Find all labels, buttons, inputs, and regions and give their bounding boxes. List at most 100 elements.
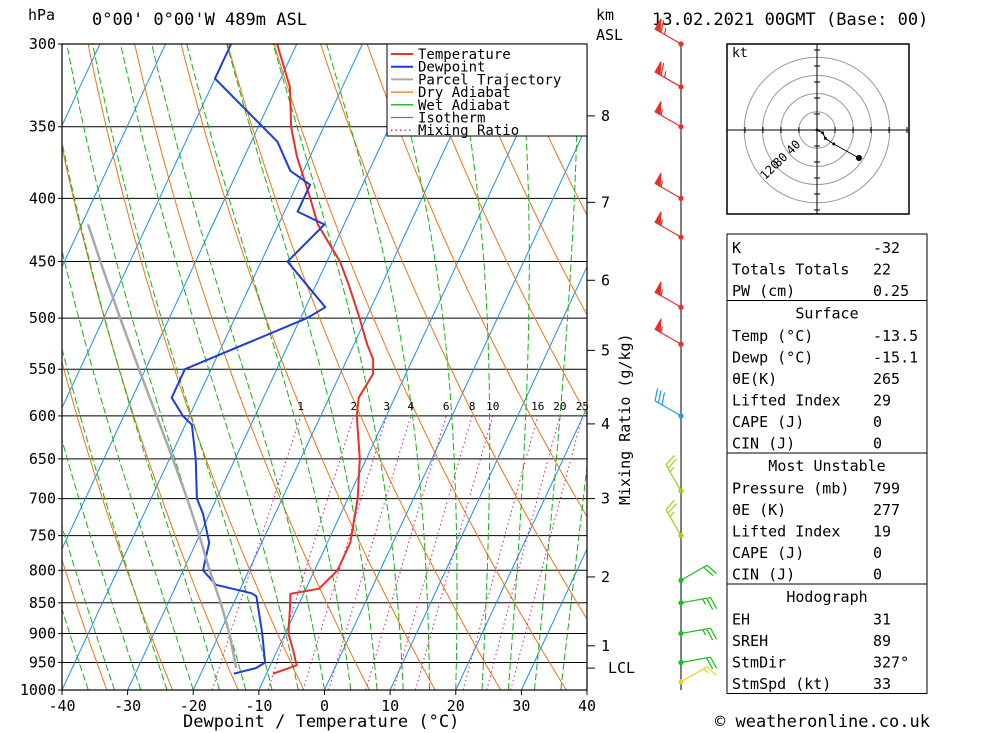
wind-barb-staff: [680, 564, 708, 581]
wind-barb-flag: [654, 388, 659, 402]
mixing-ratio-label: 4: [408, 400, 415, 413]
temperature-tick-label: 40: [578, 697, 596, 715]
isotherm-line: [127, 44, 429, 690]
pressure-tick-label: 350: [29, 118, 56, 136]
wind-barb-half-flag: [703, 668, 709, 674]
dry-adiabat-line: [972, 44, 1000, 690]
altitude-tick-label: 1: [601, 637, 610, 655]
wind-barb-pennant: [654, 318, 662, 334]
wind-barb-dot: [678, 630, 684, 637]
wind-barb-flag: [710, 627, 718, 640]
wind-barb-flag: [660, 62, 665, 76]
index-label: θE (K): [732, 501, 786, 519]
index-value: 19: [873, 523, 891, 541]
wind-barb-half-flag: [660, 180, 663, 187]
index-value: -15.1: [873, 349, 918, 367]
index-value: 799: [873, 480, 900, 498]
wind-barb: [654, 172, 684, 201]
mixing-ratio-line: [365, 415, 447, 690]
dry-adiabat-line: [87, 44, 305, 690]
wind-barb-flag: [706, 597, 714, 610]
wet-adiabat-line: [62, 347, 168, 690]
wind-barb-dot: [678, 659, 684, 666]
surface-section-title: Surface: [795, 305, 858, 323]
wind-barb-staff: [654, 400, 682, 417]
wind-barb: [665, 499, 684, 539]
parcel-trajectory-line: [86, 224, 238, 669]
wind-barb-flag: [667, 503, 677, 514]
wet-adiabat-line: [272, 44, 404, 690]
hodograph-point: [856, 155, 862, 161]
wind-barb-half-flag: [663, 71, 667, 78]
wind-barb-dot: [678, 679, 684, 685]
wind-barb: [665, 455, 684, 494]
wind-barb-flag: [665, 499, 675, 511]
wind-barb-flag: [660, 19, 665, 33]
altitude-tick-label: 6: [601, 271, 610, 289]
wind-barb-half-flag: [669, 466, 675, 473]
pressure-tick-label: 1000: [20, 681, 56, 699]
index-value: -13.5: [873, 327, 918, 345]
wind-barb: [678, 656, 718, 670]
index-label: θE(K): [732, 370, 777, 388]
hodograph-point: [821, 131, 825, 135]
wind-barb-flag: [706, 657, 714, 670]
mixing-ratio-label: 16: [531, 400, 544, 413]
index-value: 277: [873, 501, 900, 519]
wind-barb: [654, 318, 684, 347]
hodograph-point: [832, 142, 836, 146]
wind-barb-pennant: [654, 101, 662, 116]
dewpoint-line: [170, 44, 327, 675]
wind-barb: [654, 281, 684, 310]
dry-adiabat-line: [925, 44, 1000, 690]
wind-barb: [678, 666, 717, 685]
temperature-tick-label: 10: [381, 697, 399, 715]
legend-label: Parcel Trajectory: [418, 72, 561, 88]
legend-label: Dewpoint: [418, 60, 485, 76]
isotherm-line: [62, 44, 363, 690]
index-value: 265: [873, 370, 900, 388]
altitude-tick-label: 5: [601, 341, 610, 359]
wind-barb-flag: [706, 666, 717, 676]
wind-barb: [678, 627, 718, 641]
wind-barb-flag: [710, 597, 718, 609]
index-label: Dewp (°C): [732, 349, 813, 367]
wind-barb-pennant: [654, 281, 662, 297]
mixing-ratio-line: [211, 415, 302, 690]
temperature-tick-label: -40: [48, 697, 75, 715]
index-value: 0: [873, 544, 882, 562]
dry-adiabat-line: [62, 558, 108, 690]
wind-barb-staff: [680, 627, 711, 635]
wet-adiabat-line: [62, 139, 220, 690]
most-unstable-section-title: Most Unstable: [768, 457, 885, 475]
index-label: Totals Totals: [732, 261, 849, 279]
temperature-tick-label: -20: [180, 697, 207, 715]
dry-adiabat-line: [134, 44, 370, 690]
wind-barb-pennant: [654, 172, 662, 188]
wind-barb-staff: [680, 596, 711, 604]
wind-barb-half-flag: [702, 629, 707, 636]
dry-adiabat-line: [180, 44, 436, 690]
wind-barb-pennant: [654, 18, 662, 33]
wind-barb: [654, 388, 684, 419]
wet-adiabat-line: [62, 607, 89, 690]
wind-barb: [654, 18, 684, 47]
wet-adiabat-line: [66, 44, 247, 690]
dry-adiabat-line: [413, 44, 587, 417]
wind-barb: [654, 61, 684, 90]
dry-adiabat-line: [227, 44, 502, 690]
isotherm-line: [455, 406, 587, 690]
wind-barb-pennant: [654, 61, 662, 76]
hodograph-section-title: Hodograph: [786, 588, 867, 606]
km-unit: km: [596, 6, 614, 24]
pressure-tick-label: 750: [29, 527, 56, 545]
mixing-ratio-label: 10: [486, 400, 499, 413]
wet-adiabat-line: [62, 249, 194, 690]
wet-adiabat-line: [62, 524, 115, 690]
wind-barb-flag: [703, 566, 714, 577]
wind-barb-half-flag: [702, 598, 707, 605]
index-label: Lifted Index: [732, 523, 840, 541]
mixing-ratio-label: 3: [383, 400, 390, 413]
isotherm-line: [324, 124, 587, 690]
mixing-ratio-line: [486, 415, 561, 690]
